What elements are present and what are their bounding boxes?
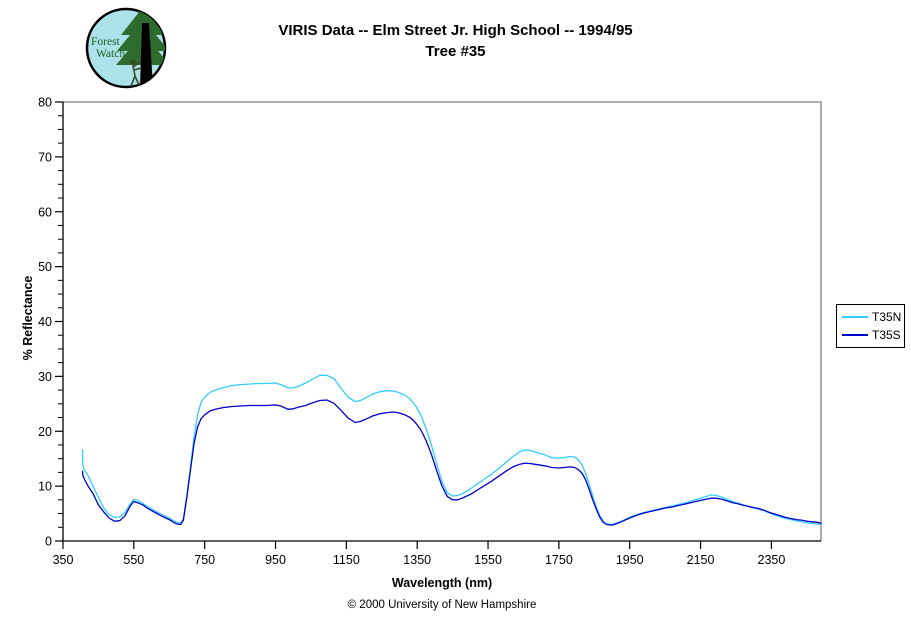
legend-label-t35n: T35N [872, 310, 902, 325]
x-tick-label: 1350 [403, 553, 431, 567]
tree-icon [116, 9, 165, 87]
x-tick-label: 950 [265, 553, 286, 567]
copyright-text: © 2000 University of New Hampshire [347, 599, 537, 611]
y-tick-label: 60 [38, 205, 52, 219]
plot-frame [63, 101, 822, 541]
series-line-t35s [81, 399, 822, 526]
x-tick-label: 1150 [333, 553, 360, 567]
chart-title: VIRIS Data -- Elm Street Jr. High School… [278, 22, 633, 39]
y-tick-label: 20 [38, 425, 52, 439]
y-tick-label: 70 [38, 150, 52, 164]
y-tick-label: 50 [38, 260, 52, 274]
x-tick-label: 350 [53, 553, 74, 567]
legend-entry-t35s: T35S [837, 329, 904, 341]
t35s-line-swatch [842, 333, 868, 336]
x-tick-label: 1750 [545, 553, 573, 567]
t35n-line-swatch [842, 316, 868, 319]
x-tick-label: 1550 [474, 553, 502, 567]
logo-art: Forest Watch [91, 9, 165, 87]
x-tick-label: 2350 [758, 553, 786, 567]
x-tick-label: 550 [123, 553, 144, 567]
x-tick-label: 750 [194, 553, 215, 567]
legend: T35N T35S [836, 304, 905, 348]
logo-text-forest: Forest [91, 36, 121, 48]
y-tick-label: 80 [38, 96, 52, 110]
y-tick-label: 40 [38, 315, 52, 329]
x-tick-label: 1950 [616, 553, 644, 567]
legend-entry-t35n: T35N [837, 311, 904, 323]
x-tick-label: 2150 [687, 553, 715, 567]
logo-text-watch: Watch [96, 48, 125, 60]
chart-subtitle: Tree #35 [425, 43, 486, 60]
y-tick-label: 0 [45, 535, 52, 549]
legend-label-t35s: T35S [872, 327, 901, 342]
forest-watch-logo: Forest Watch [85, 7, 167, 89]
y-tick-label: 10 [38, 480, 52, 494]
y-axis-label: % Reflectance [21, 275, 35, 361]
x-axis-label: Wavelength (nm) [391, 576, 493, 590]
y-tick-label: 30 [38, 370, 52, 384]
person-icon [130, 59, 142, 87]
